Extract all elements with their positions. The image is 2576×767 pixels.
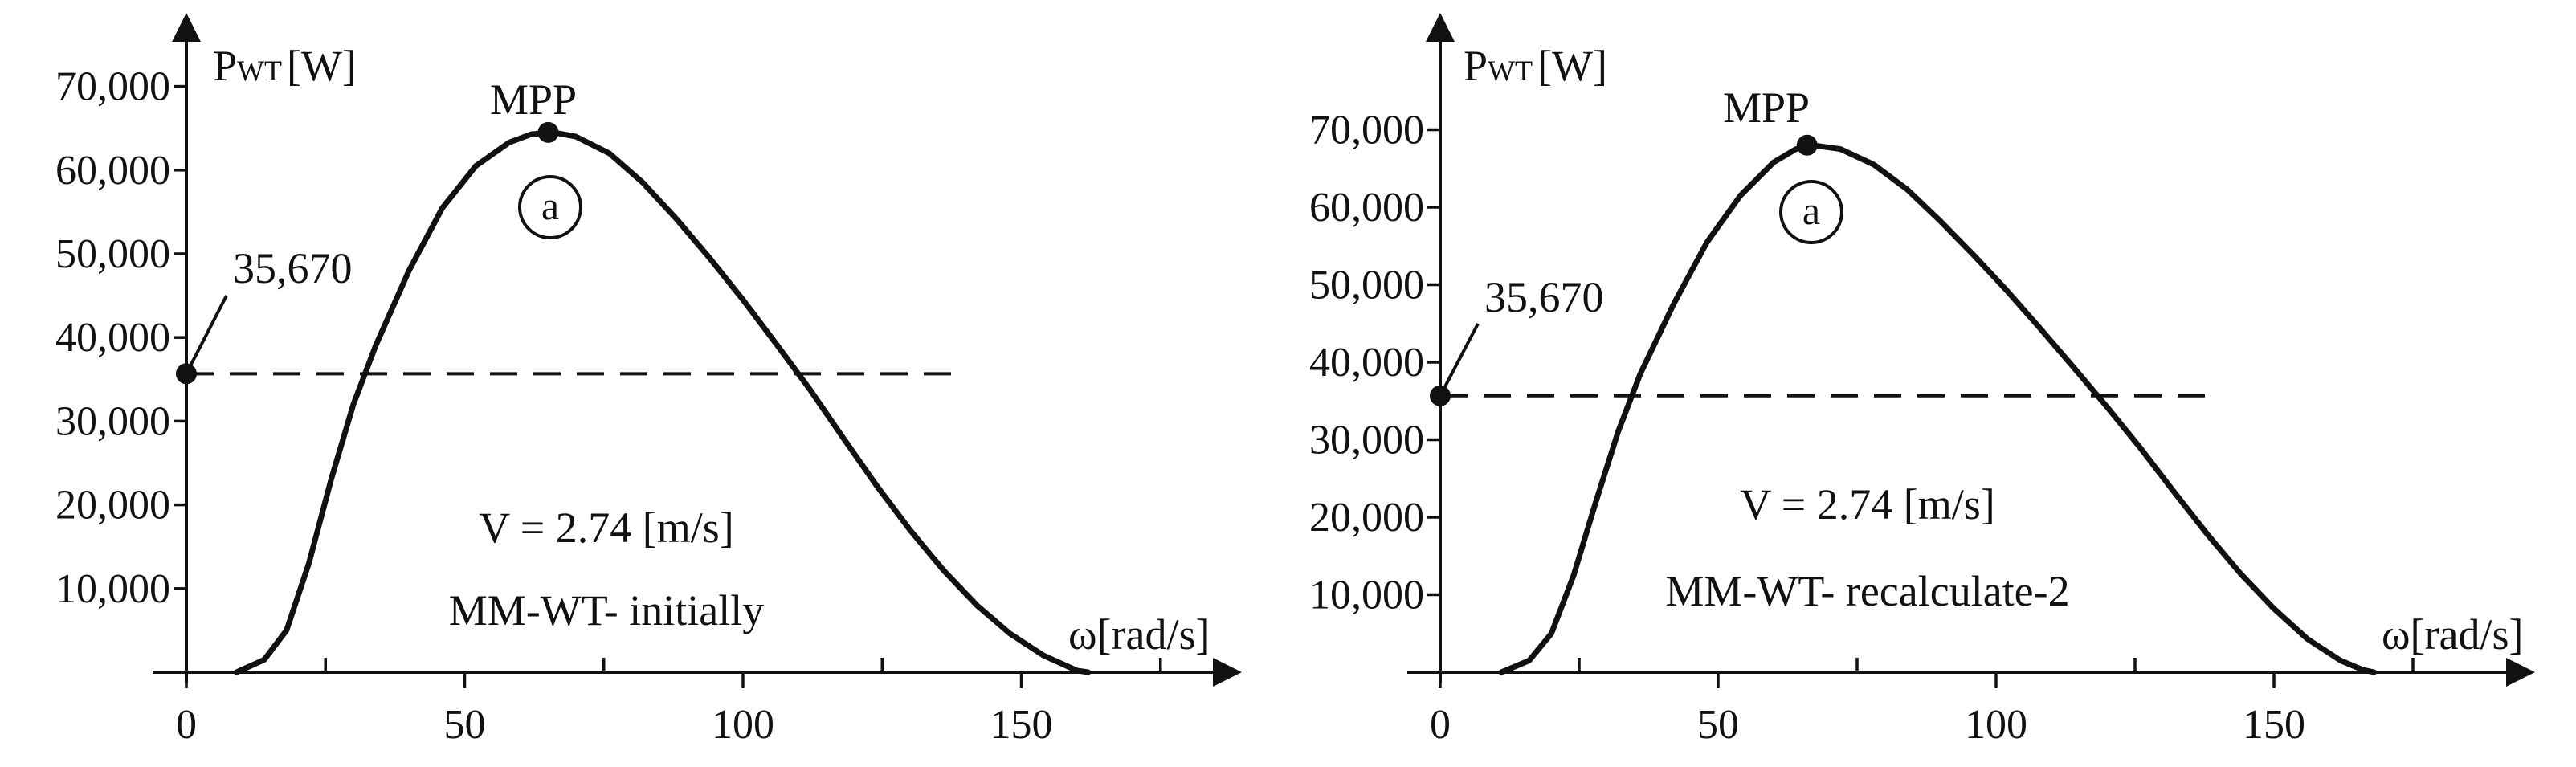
mpp-label: MPP	[1723, 84, 1810, 132]
model-label: MM-WT- recalculate-2	[1665, 567, 2069, 615]
region-marker-circle	[518, 175, 582, 239]
y-tick-label: 70,000	[55, 64, 170, 110]
y-axis-label-unit: [W]	[1537, 42, 1607, 90]
wind-speed-label: V = 2.74 [m/s]	[479, 504, 733, 552]
y-axis-label: PWT [W]	[1464, 42, 1607, 90]
mpp-label: MPP	[490, 75, 577, 124]
x-tick-label: 0	[176, 702, 197, 748]
x-tick-label: 150	[2243, 702, 2305, 748]
y-axis-label-subscript: WT	[237, 55, 282, 87]
y-tick-label: 70,000	[1309, 108, 1424, 153]
x-tick-label: 100	[1965, 702, 2027, 748]
y-ticks: 10,000 20,000 30,000 40,000 50,000 60,000 70,0…	[55, 64, 186, 612]
mpp-point	[1796, 134, 1818, 156]
y-axis-label-subscript: WT	[1488, 55, 1533, 87]
x-ticks: 0 50 100 150	[176, 658, 1162, 748]
y-tick-label: 20,000	[1309, 495, 1424, 541]
x-tick-label: 50	[444, 702, 486, 748]
y-tick-label: 30,000	[1309, 418, 1424, 463]
y-tick-label: 60,000	[55, 148, 170, 194]
y-tick-label: 60,000	[1309, 185, 1424, 231]
wind-speed-label: V = 2.74 [m/s]	[1740, 480, 1994, 528]
region-marker-label: a	[541, 183, 559, 228]
y-tick-label: 50,000	[1309, 263, 1424, 308]
y-tick-label: 10,000	[1309, 573, 1424, 618]
region-marker-circle	[1779, 180, 1843, 244]
x-ticks: 0 50 100 150	[1430, 658, 2415, 748]
reference-label: 35,670	[233, 244, 353, 292]
reference-leader	[185, 295, 228, 375]
y-tick-label: 30,000	[55, 398, 170, 444]
y-tick-label: 40,000	[55, 315, 170, 361]
power-curve	[1498, 142, 2378, 675]
region-marker-label: a	[1802, 188, 1820, 233]
model-label: MM-WT- initially	[449, 586, 764, 634]
x-tick-label: 100	[712, 702, 774, 748]
x-tick-label: 0	[1430, 702, 1451, 748]
power-curve	[233, 129, 1092, 675]
y-tick-label: 40,000	[1309, 340, 1424, 386]
y-axis-label-unit: [W]	[287, 42, 357, 90]
y-ticks: 10,000 20,000 30,000 40,000 50,000 60,000 70,0…	[1309, 108, 1440, 618]
y-axis-label: PWT [W]	[213, 42, 357, 90]
mpp-point	[537, 121, 559, 143]
x-axis-label: ω[rad/s]	[1068, 610, 1210, 659]
y-axis-label-main: P	[1464, 42, 1488, 90]
x-tick-label: 50	[1697, 702, 1739, 748]
chart-right: 10,000 20,000 30,000 40,000 50,000 60,000 70,0…	[1309, 13, 2535, 748]
y-axis-label-main: P	[213, 42, 237, 90]
x-axis-label: ω[rad/s]	[2382, 610, 2523, 659]
reference-leader	[1439, 323, 1480, 397]
chart-left: 10,000 20,000 30,000 40,000 50,000 60,000 70,0…	[55, 13, 1242, 748]
y-tick-label: 20,000	[55, 483, 170, 528]
y-tick-label: 50,000	[55, 231, 170, 277]
y-tick-label: 10,000	[55, 566, 170, 612]
x-tick-label: 150	[990, 702, 1053, 748]
reference-label: 35,670	[1484, 273, 1604, 321]
